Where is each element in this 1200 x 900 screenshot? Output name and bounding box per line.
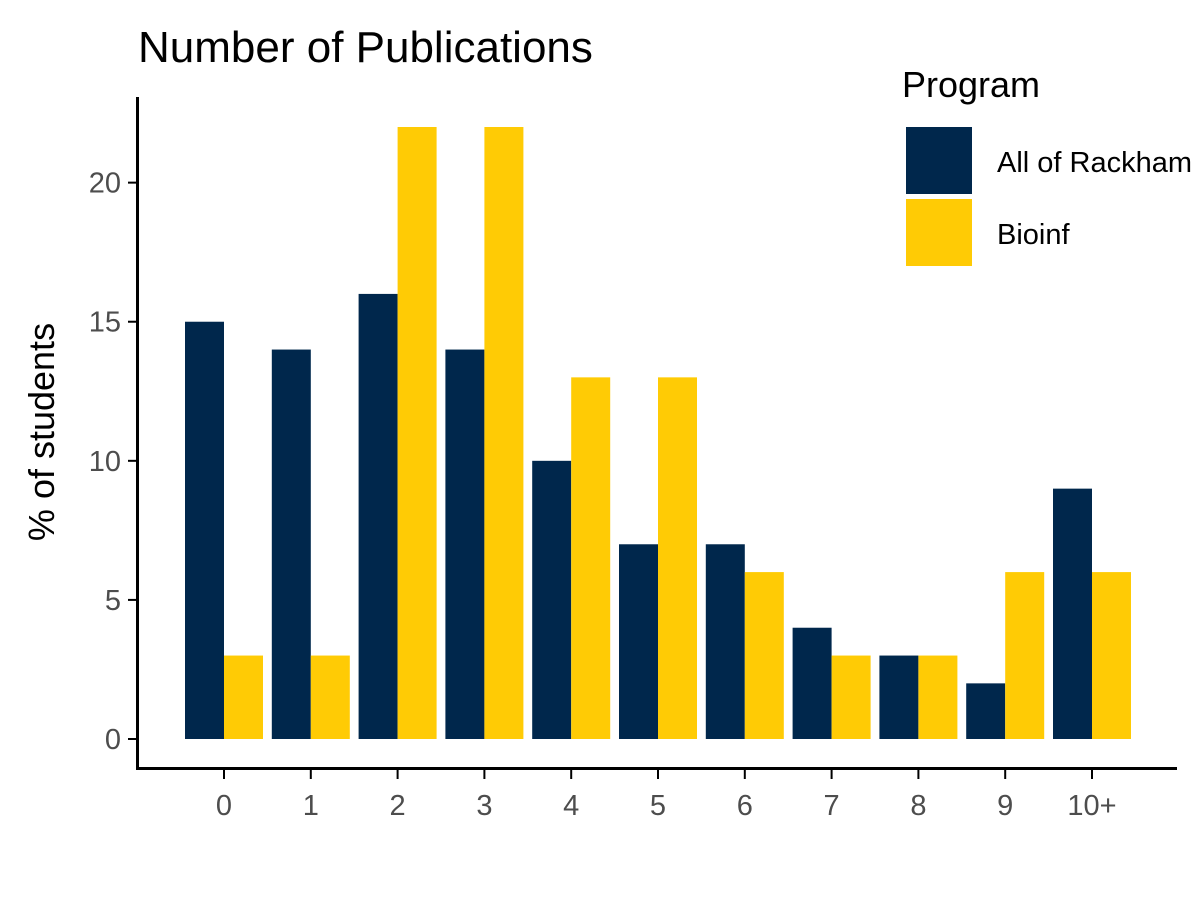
bar-series1-4 <box>532 460 572 739</box>
bars-group <box>185 127 1131 739</box>
bar-series2-6 <box>744 572 784 739</box>
x-tick-label: 0 <box>216 790 232 822</box>
y-tick-label: 15 <box>89 307 121 339</box>
x-tick-label: 8 <box>910 790 926 822</box>
bar-series2-8 <box>918 655 958 739</box>
legend-items: All of Rackham Bioinf <box>906 127 1192 266</box>
bar-series1-8 <box>879 655 919 739</box>
y-tick-label: 10 <box>89 446 121 478</box>
x-tick-label: 1 <box>303 790 319 822</box>
x-tick-label: 4 <box>563 790 579 822</box>
bar-series2-10+ <box>1092 572 1131 739</box>
y-tick-label: 0 <box>105 724 121 756</box>
bar-series2-7 <box>831 655 871 739</box>
x-tick-label: 7 <box>824 790 840 822</box>
bar-series1-2 <box>358 293 398 739</box>
bar-series1-9 <box>966 683 1006 739</box>
x-ticks-group: 0 1 2 3 4 5 6 7 8 9 10+ <box>216 770 1117 822</box>
bar-series1-3 <box>445 349 485 739</box>
bar-series1-7 <box>792 627 832 739</box>
bar-series2-3 <box>484 127 524 739</box>
legend-title: Program <box>902 64 1040 105</box>
bar-series1-6 <box>705 544 745 739</box>
bar-series2-1 <box>310 655 350 739</box>
bar-series1-1 <box>271 349 311 739</box>
x-tick-label: 10+ <box>1067 790 1116 822</box>
y-tick-label: 20 <box>89 168 121 200</box>
x-tick-label: 9 <box>997 790 1013 822</box>
x-tick-label: 6 <box>737 790 753 822</box>
y-axis-label: % of students <box>21 323 62 541</box>
x-tick-label: 5 <box>650 790 666 822</box>
legend-swatch <box>906 199 972 266</box>
bar-series2-9 <box>1005 572 1045 739</box>
bar-series1-10+ <box>1053 488 1092 739</box>
x-tick-label: 2 <box>390 790 406 822</box>
bar-series2-2 <box>397 127 437 739</box>
y-tick-label: 5 <box>105 585 121 617</box>
chart-title: Number of Publications <box>138 23 593 72</box>
legend-swatch <box>906 127 972 194</box>
y-ticks-group: 0 5 10 15 20 <box>89 168 137 756</box>
legend: Program All of Rackham Bioinf <box>902 64 1192 266</box>
bar-series2-4 <box>571 377 611 739</box>
bar-series2-5 <box>658 377 697 739</box>
bar-series2-0 <box>224 655 263 739</box>
bar-series1-0 <box>185 321 224 739</box>
legend-label: All of Rackham <box>997 147 1192 179</box>
bar-series1-5 <box>619 544 658 739</box>
x-tick-label: 3 <box>476 790 492 822</box>
legend-label: Bioinf <box>997 219 1070 251</box>
